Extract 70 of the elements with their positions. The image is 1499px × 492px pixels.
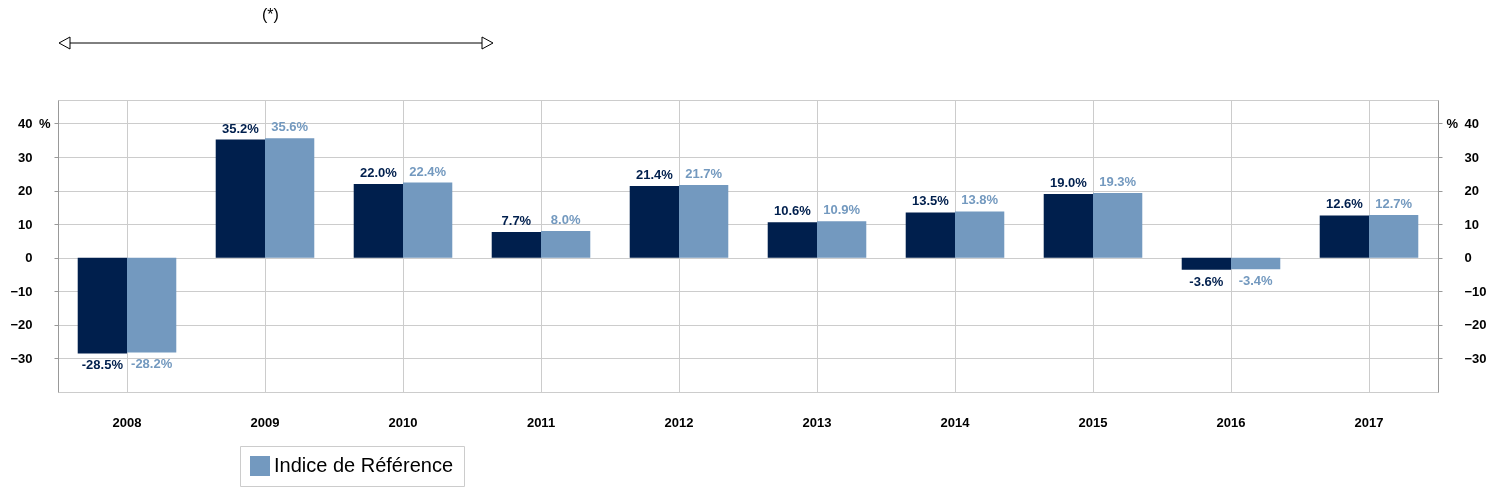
bar: [265, 138, 315, 258]
bar: [679, 184, 729, 258]
data-label: -3.4%: [1238, 273, 1274, 289]
x-tick-label: 2012: [664, 414, 694, 430]
y2-tick-label: −30: [1464, 350, 1487, 366]
legend-label: Indice de Référence: [274, 454, 454, 476]
x-tick-label: 2017: [1354, 414, 1384, 430]
y2-tick-label: 10: [1464, 216, 1479, 232]
data-label: 19.0%: [1049, 174, 1088, 190]
x-tick-label: 2010: [388, 414, 418, 430]
text: (*): [262, 6, 279, 24]
bar: [1369, 215, 1419, 258]
y-tick-label: 0: [25, 250, 33, 266]
data-label: -28.2%: [131, 356, 173, 372]
bar: [955, 211, 1005, 258]
bar: [353, 183, 403, 258]
data-label: 13.5%: [911, 193, 950, 209]
x-tick-label: 2013: [802, 414, 832, 430]
data-label: 10.9%: [823, 202, 861, 218]
bar: [403, 182, 453, 258]
y-tick-label: −20: [10, 317, 33, 333]
bar: [1231, 257, 1281, 270]
y2-tick-label: 20: [1464, 183, 1479, 199]
x-tick-label: 2016: [1216, 414, 1246, 430]
bar: [77, 257, 127, 354]
y-tick-label: −30: [10, 350, 33, 366]
bar: [1043, 193, 1093, 258]
y2-tick-label: 0: [1464, 250, 1472, 266]
bar: [629, 185, 679, 258]
y2-tick-label: −10: [1464, 283, 1487, 299]
data-label: 35.6%: [271, 119, 309, 135]
y-axis-title: %: [38, 115, 51, 131]
data-label: -28.5%: [81, 357, 124, 373]
x-tick-label: 2008: [112, 414, 142, 430]
data-label: 22.0%: [359, 164, 398, 180]
y2-axis-title: %: [1446, 115, 1459, 131]
x-tick-label: 2014: [940, 414, 971, 430]
bar: [905, 212, 955, 258]
data-label: 7.7%: [501, 212, 532, 228]
data-label: 21.4%: [635, 166, 674, 182]
y-tick-label: 30: [18, 149, 33, 165]
data-label: 35.2%: [221, 120, 260, 136]
data-label: 22.4%: [409, 163, 447, 179]
data-label: 12.7%: [1375, 196, 1413, 212]
data-label: 8.0%: [550, 211, 581, 227]
bar: [215, 139, 265, 258]
data-label: -3.6%: [1189, 273, 1224, 289]
y-tick-label: −10: [10, 283, 33, 299]
data-label: 13.8%: [961, 192, 999, 208]
data-label: 19.3%: [1099, 173, 1137, 189]
bar: [541, 230, 591, 258]
bar: [767, 222, 817, 258]
data-label: 10.6%: [773, 203, 812, 219]
bar: [1319, 215, 1369, 258]
x-tick-label: 2009: [250, 414, 280, 430]
data-label: 21.7%: [685, 165, 723, 181]
bar: [1093, 192, 1143, 258]
bar: [491, 231, 541, 258]
x-tick-label: 2011: [526, 414, 556, 430]
bar: [817, 221, 867, 258]
y2-tick-label: −20: [1464, 317, 1487, 333]
y-tick-label: 40: [18, 115, 33, 131]
bar: [127, 257, 177, 353]
y-tick-label: 10: [18, 216, 33, 232]
data-label: 12.6%: [1325, 196, 1364, 212]
x-tick-label: 2015: [1078, 414, 1108, 430]
bar: [1181, 257, 1231, 270]
y2-tick-label: 40: [1464, 115, 1479, 131]
y2-tick-label: 30: [1464, 149, 1479, 165]
y-tick-label: 20: [18, 183, 33, 199]
